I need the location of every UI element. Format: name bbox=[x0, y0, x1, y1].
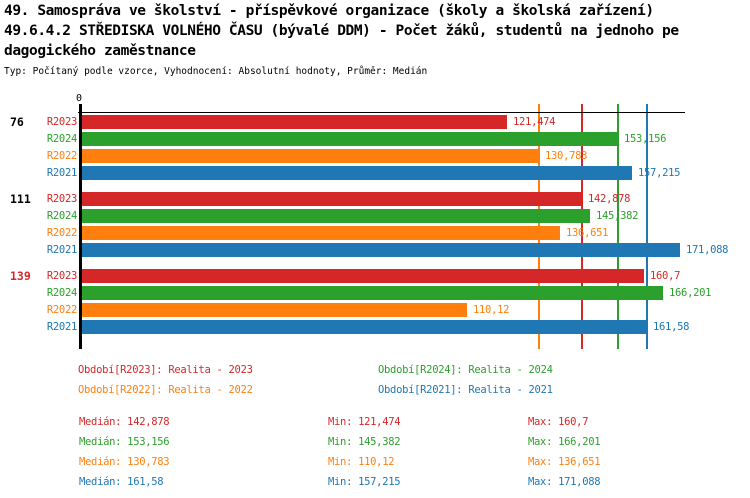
bar-76-R2024 bbox=[82, 132, 618, 146]
bar-value-139-R2024: 166,201 bbox=[669, 287, 712, 299]
bar-139-R2021 bbox=[82, 320, 647, 334]
series-label-R2024: R2024 bbox=[46, 210, 77, 222]
stat-min-R2024: Min: 145,382 bbox=[328, 436, 401, 448]
series-label-R2023: R2023 bbox=[46, 193, 77, 205]
bar-value-139-R2022: 110,12 bbox=[473, 304, 510, 316]
chart-subtitle: Typ: Počítaný podle vzorce, Vyhodnocení:… bbox=[4, 66, 428, 77]
bar-76-R2023 bbox=[82, 115, 507, 129]
group-label-111: 111 bbox=[10, 192, 31, 206]
bar-value-76-R2021: 157,215 bbox=[638, 167, 681, 179]
median-line-R2023 bbox=[581, 104, 583, 349]
stat-min-R2022: Min: 110,12 bbox=[328, 456, 395, 468]
legend-item-R2021: Období[R2021]: Realita - 2021 bbox=[378, 384, 553, 396]
bar-value-111-R2021: 171,088 bbox=[686, 244, 729, 256]
series-label-R2022: R2022 bbox=[46, 304, 77, 316]
bar-111-R2023 bbox=[82, 192, 582, 206]
median-line-R2021 bbox=[646, 104, 648, 349]
y-axis-line bbox=[79, 104, 82, 349]
x-axis-zero-tick-label: 0 bbox=[75, 93, 83, 104]
stat-min-R2023: Min: 121,474 bbox=[328, 416, 401, 428]
page-title-line-3: dagogického zaměstnance bbox=[4, 43, 196, 59]
stat-min-R2021: Min: 157,215 bbox=[328, 476, 401, 488]
bar-value-76-R2023: 121,474 bbox=[513, 116, 556, 128]
stat-max-R2023: Max: 160,7 bbox=[528, 416, 589, 428]
legend-item-R2022: Období[R2022]: Realita - 2022 bbox=[78, 384, 253, 396]
series-label-R2021: R2021 bbox=[46, 167, 77, 179]
series-label-R2021: R2021 bbox=[46, 321, 77, 333]
stat-median-R2022: Medián: 130,783 bbox=[79, 456, 170, 468]
bar-76-R2021 bbox=[82, 166, 632, 180]
bar-111-R2024 bbox=[82, 209, 590, 223]
stat-max-R2022: Max: 136,651 bbox=[528, 456, 601, 468]
stat-median-R2021: Medián: 161,58 bbox=[79, 476, 164, 488]
bar-value-76-R2022: 130,783 bbox=[545, 150, 588, 162]
bar-76-R2022 bbox=[82, 149, 539, 163]
bar-value-111-R2024: 145,382 bbox=[596, 210, 639, 222]
legend-item-R2024: Období[R2024]: Realita - 2024 bbox=[378, 364, 553, 376]
series-label-R2023: R2023 bbox=[46, 116, 77, 128]
legend-item-R2023: Období[R2023]: Realita - 2023 bbox=[78, 364, 253, 376]
series-label-R2024: R2024 bbox=[46, 287, 77, 299]
bar-139-R2023 bbox=[82, 269, 644, 283]
group-label-76: 76 bbox=[10, 115, 24, 129]
stat-max-R2021: Max: 171,088 bbox=[528, 476, 601, 488]
bar-value-139-R2023: 160,7 bbox=[650, 270, 681, 282]
series-label-R2024: R2024 bbox=[46, 133, 77, 145]
series-label-R2021: R2021 bbox=[46, 244, 77, 256]
page-title-line-1: 49. Samospráva ve školství - příspěvkové… bbox=[4, 3, 654, 19]
stat-median-R2024: Medián: 153,156 bbox=[79, 436, 170, 448]
bar-value-139-R2021: 161,58 bbox=[653, 321, 690, 333]
bar-139-R2024 bbox=[82, 286, 663, 300]
bar-139-R2022 bbox=[82, 303, 467, 317]
series-label-R2022: R2022 bbox=[46, 150, 77, 162]
page-title-line-2: 49.6.4.2 STŘEDISKA VOLNÉHO ČASU (bývalé … bbox=[4, 23, 679, 39]
bar-value-111-R2023: 142,878 bbox=[588, 193, 631, 205]
series-label-R2022: R2022 bbox=[46, 227, 77, 239]
group-label-139: 139 bbox=[10, 269, 31, 283]
x-axis-line bbox=[78, 112, 685, 113]
bar-111-R2022 bbox=[82, 226, 560, 240]
bar-value-111-R2022: 136,651 bbox=[566, 227, 609, 239]
bar-111-R2021 bbox=[82, 243, 680, 257]
stat-max-R2024: Max: 166,201 bbox=[528, 436, 601, 448]
bar-value-76-R2024: 153,156 bbox=[624, 133, 667, 145]
stat-median-R2023: Medián: 142,878 bbox=[79, 416, 170, 428]
series-label-R2023: R2023 bbox=[46, 270, 77, 282]
median-line-R2024 bbox=[617, 104, 619, 349]
